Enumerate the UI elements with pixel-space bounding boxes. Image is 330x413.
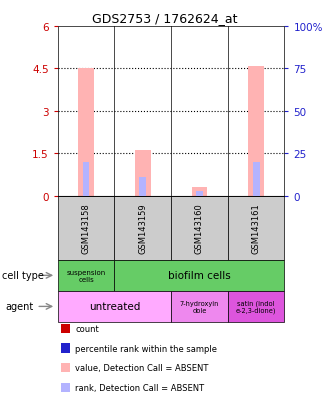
- Bar: [253, 162, 259, 196]
- Bar: [83, 162, 89, 196]
- Text: value, Detection Call = ABSENT: value, Detection Call = ABSENT: [75, 363, 209, 373]
- Text: GSM143160: GSM143160: [195, 203, 204, 254]
- Text: GSM143161: GSM143161: [251, 203, 261, 254]
- Text: GDS2753 / 1762624_at: GDS2753 / 1762624_at: [92, 12, 238, 25]
- Text: untreated: untreated: [89, 301, 140, 312]
- Text: GSM143159: GSM143159: [138, 203, 147, 254]
- Text: cell type: cell type: [2, 271, 44, 281]
- Bar: [78, 69, 94, 196]
- Text: count: count: [75, 324, 99, 333]
- Bar: [196, 191, 203, 196]
- Bar: [191, 188, 207, 196]
- Bar: [135, 151, 151, 196]
- Text: suspension
cells: suspension cells: [66, 269, 106, 282]
- Bar: [139, 178, 146, 196]
- Text: biofilm cells: biofilm cells: [168, 271, 231, 281]
- Text: 7-hydroxyin
dole: 7-hydroxyin dole: [180, 300, 219, 313]
- Text: GSM143158: GSM143158: [82, 203, 91, 254]
- Text: satin (indol
e-2,3-dione): satin (indol e-2,3-dione): [236, 300, 276, 313]
- Bar: [248, 66, 264, 196]
- Text: agent: agent: [5, 301, 33, 312]
- Text: rank, Detection Call = ABSENT: rank, Detection Call = ABSENT: [75, 383, 204, 392]
- Text: percentile rank within the sample: percentile rank within the sample: [75, 344, 217, 353]
